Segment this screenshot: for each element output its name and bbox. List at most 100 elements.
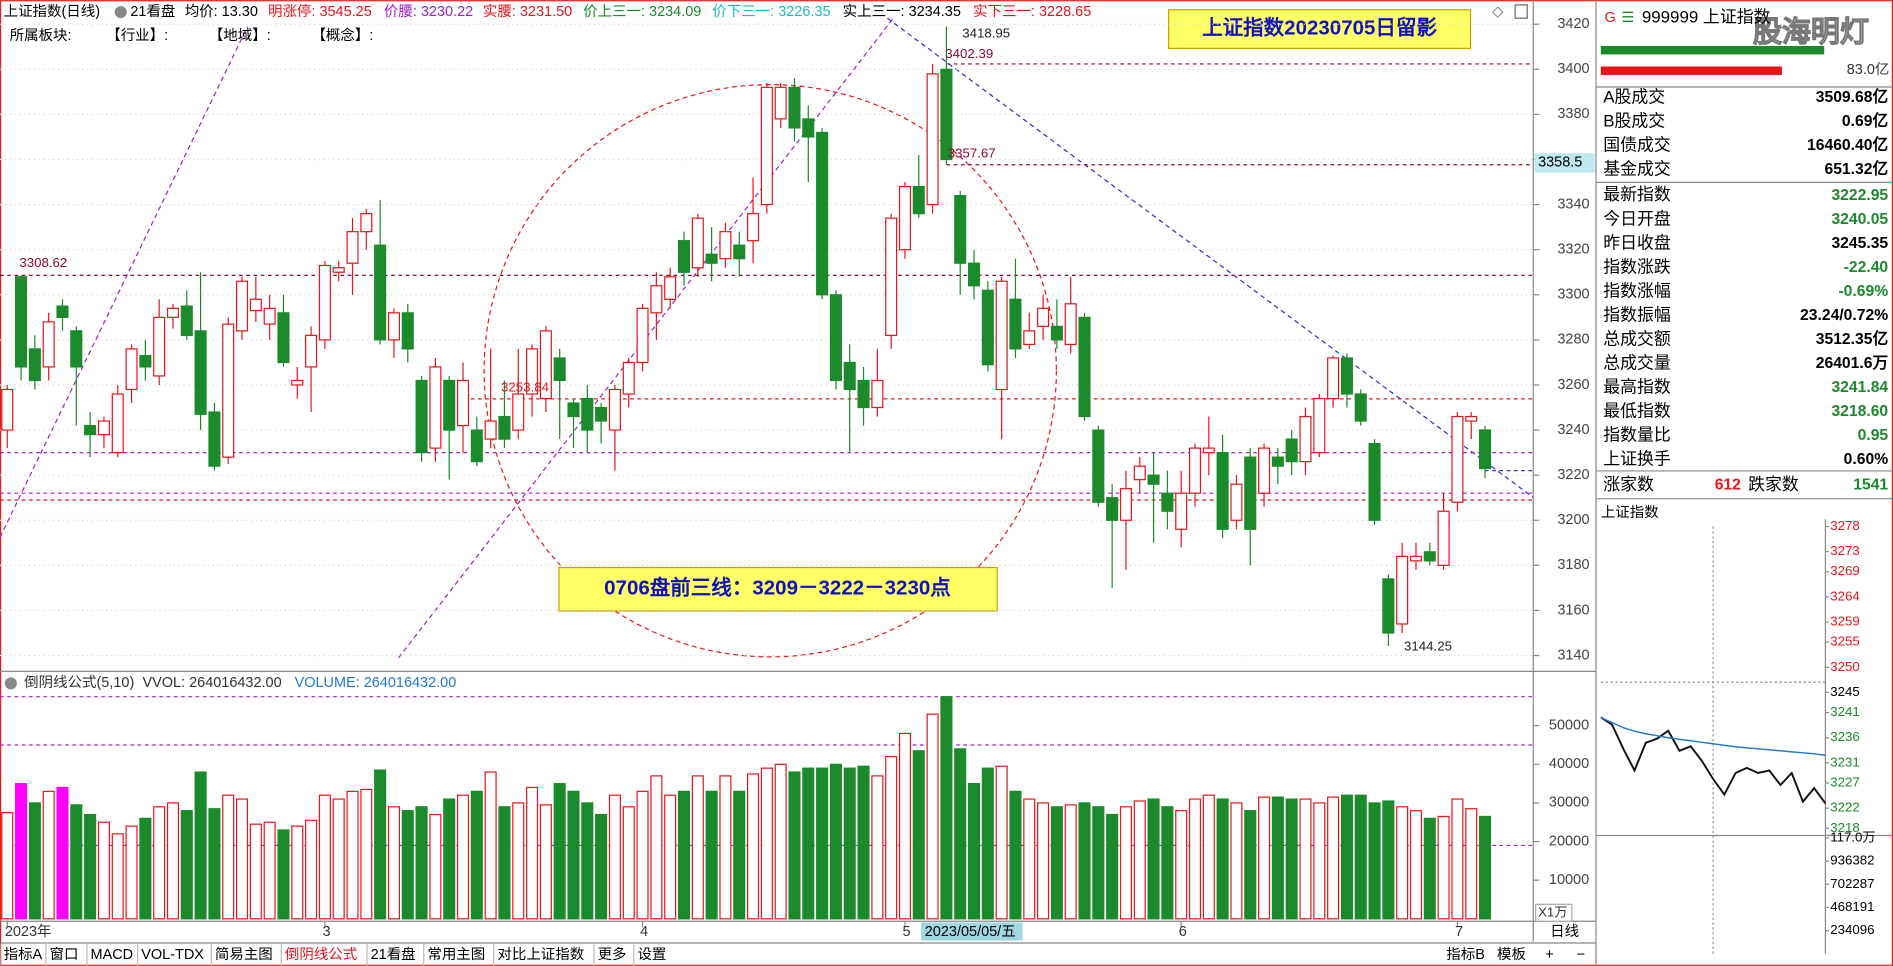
candle-body — [885, 217, 898, 336]
candle-body — [1479, 429, 1492, 470]
intraday-line — [1600, 716, 1826, 757]
volume-bar — [360, 788, 373, 920]
icon[interactable]: ◇ — [1492, 4, 1503, 20]
y-tick-label: 3222 — [1830, 800, 1860, 815]
volume-bar — [802, 767, 815, 920]
candle-body — [498, 415, 511, 440]
volume-bar — [898, 732, 912, 920]
candle-body — [691, 217, 704, 269]
candle-body — [332, 267, 345, 273]
volume-bar — [581, 802, 594, 920]
candle-body — [1161, 492, 1174, 512]
candle-body — [1078, 316, 1091, 418]
y-tick-label: 3240 — [1557, 422, 1589, 438]
volume-bar — [305, 819, 318, 920]
zoom-out[interactable]: − — [1577, 947, 1585, 963]
icon[interactable] — [1514, 4, 1528, 19]
toolbar-button[interactable]: 更多 — [598, 946, 627, 963]
stat-label: A股成交 — [1603, 87, 1665, 106]
y-tick-label: 3420 — [1557, 16, 1589, 32]
volume-bar — [1078, 802, 1091, 920]
toolbar-button[interactable]: 设置 — [637, 946, 666, 963]
period-button[interactable]: 日线 — [1550, 923, 1579, 940]
volume-bar — [1382, 800, 1395, 920]
candle-body — [1, 388, 14, 431]
volume-bar — [1299, 798, 1312, 920]
annotation: 3357.67 — [948, 145, 996, 160]
toolbar-button[interactable]: 简易主图 — [215, 946, 273, 963]
volume-bar — [277, 829, 290, 920]
y2-tick-label: 234096 — [1830, 922, 1874, 937]
y-tick-label: 3300 — [1557, 287, 1589, 303]
candle-body — [222, 323, 235, 458]
icon[interactable] — [114, 6, 127, 19]
candle-body — [760, 86, 773, 206]
volume-bar — [608, 794, 621, 920]
y-tick-label: 3380 — [1557, 106, 1589, 122]
volume-bar — [401, 810, 414, 920]
y-tick-label: 3227 — [1830, 775, 1860, 790]
icon[interactable] — [4, 677, 17, 690]
toolbar-button[interactable]: 21看盘 — [371, 945, 416, 963]
y-tick-label: 3218 — [1830, 820, 1860, 835]
candle-body — [1244, 456, 1257, 530]
toolbar-button[interactable]: 模板 — [1497, 945, 1526, 963]
candle-body — [1216, 452, 1229, 530]
candle-body — [608, 388, 621, 431]
volume-bar — [1133, 800, 1146, 920]
cursor-bg — [921, 922, 1023, 941]
candle-body — [1340, 357, 1353, 395]
stat-label: 最低指数 — [1603, 401, 1671, 420]
mini-title: 上证指数 — [1601, 504, 1659, 521]
candle-body — [857, 379, 870, 409]
volume-bar — [553, 783, 566, 920]
stat-value: 3512.35亿 — [1816, 329, 1889, 348]
volume-bar — [1050, 806, 1063, 920]
toolbar-button[interactable]: VOL-TDX — [141, 947, 204, 963]
candle-body — [318, 264, 331, 341]
candle-body — [139, 355, 152, 368]
volume-bar — [1437, 815, 1450, 920]
volume-bar — [180, 810, 193, 920]
stat-value: 0.95 — [1858, 427, 1889, 444]
candle-body — [1354, 393, 1367, 422]
volume-bar — [1479, 815, 1492, 920]
volume-bar — [1409, 810, 1423, 920]
volume-bar — [1009, 790, 1022, 920]
candle-body — [70, 330, 83, 368]
volume-bar — [677, 790, 691, 920]
toolbar-button[interactable]: 指标A — [4, 946, 43, 963]
breadth-value: 612 — [1715, 477, 1741, 494]
volume-bar — [415, 806, 428, 920]
candle-body — [1465, 415, 1478, 422]
stat-value: 3509.68亿 — [1816, 87, 1889, 106]
toolbar-button[interactable]: 指标B — [1446, 946, 1485, 963]
candle-body — [871, 379, 884, 409]
volume-bar — [1023, 798, 1036, 920]
volume-bar — [539, 804, 552, 920]
candle-body — [1023, 330, 1036, 345]
header-item: 价上三一: 3234.09 — [583, 3, 701, 20]
candle-body — [774, 86, 787, 120]
volume-bar — [733, 790, 746, 920]
candle-body — [1230, 483, 1243, 521]
candle-body — [1451, 415, 1464, 503]
toolbar-button[interactable]: 倒阴线公式 — [285, 946, 357, 963]
volume-bar — [788, 771, 801, 920]
volume-bar — [346, 790, 359, 920]
candle-body — [581, 397, 594, 431]
toolbar-button[interactable]: MACD — [91, 947, 134, 963]
candle-body — [470, 429, 483, 463]
sector-label: 【概念】: — [311, 26, 373, 44]
volume-bar — [1451, 798, 1464, 920]
toolbar-button[interactable]: 窗口 — [49, 945, 78, 963]
volume-bar — [222, 794, 235, 920]
zoom-in[interactable]: + — [1545, 947, 1553, 963]
title-box — [1168, 9, 1472, 49]
candle-body — [747, 213, 760, 242]
volume-bar — [84, 813, 97, 920]
toolbar-button[interactable]: 常用主图 — [427, 946, 485, 963]
toolbar-button[interactable]: 对比上证指数 — [497, 946, 584, 963]
stat-label: 总成交量 — [1603, 353, 1671, 372]
